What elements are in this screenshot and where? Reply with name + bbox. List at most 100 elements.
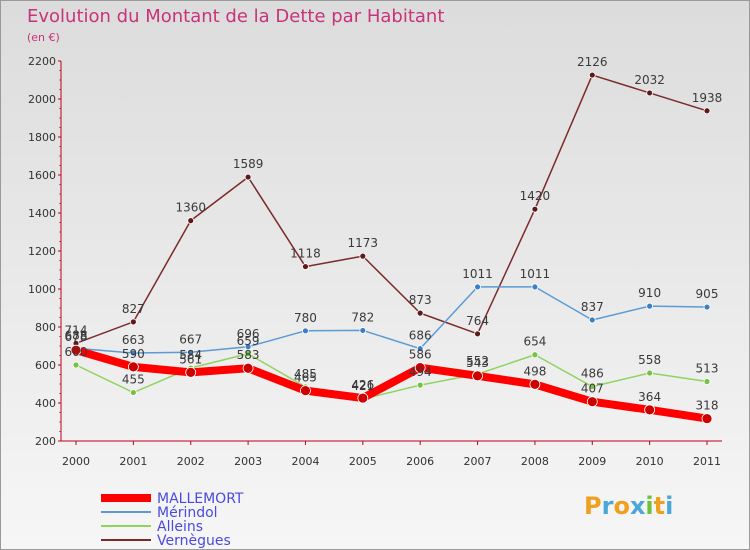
- data-label: 407: [581, 382, 604, 396]
- data-point: [129, 389, 137, 396]
- x-tick-label: 2009: [578, 455, 606, 468]
- legend-label-mallemort: MALLEMORT: [157, 491, 244, 507]
- data-label: 486: [581, 367, 604, 381]
- logo-letter: r: [601, 492, 614, 520]
- data-point: [703, 107, 711, 115]
- data-point: [359, 252, 367, 260]
- data-point: [416, 345, 424, 353]
- data-label: 667: [179, 332, 202, 346]
- logo-letter: P: [584, 492, 602, 520]
- y-tick-label: 1200: [28, 245, 56, 258]
- data-label: 686: [409, 329, 432, 343]
- data-label: 1118: [290, 247, 321, 261]
- data-label: 678: [65, 330, 88, 344]
- data-point: [300, 385, 311, 397]
- data-point: [129, 349, 137, 357]
- x-tick-label: 2011: [693, 455, 721, 468]
- x-tick-label: 2001: [119, 455, 147, 468]
- chart-subtitle: (en €): [27, 31, 60, 44]
- data-point: [414, 362, 426, 374]
- chart-title: Evolution du Montant de la Dette par Hab…: [27, 6, 445, 27]
- data-label: 364: [638, 390, 661, 404]
- data-point: [472, 370, 483, 382]
- data-label: 696: [237, 327, 260, 341]
- legend-swatch-merindol: [101, 511, 151, 513]
- data-point: [474, 330, 481, 338]
- logo-letter: t: [653, 492, 666, 520]
- x-tick-label: 2002: [177, 455, 205, 468]
- data-point: [244, 173, 252, 181]
- x-tick-label: 2005: [349, 455, 377, 468]
- legend-label-alleins: Alleins: [157, 519, 204, 535]
- legend-label-merindol: Mérindol: [157, 505, 218, 521]
- data-label: 910: [638, 286, 661, 300]
- data-label: 780: [294, 311, 317, 325]
- data-label: 714: [65, 323, 88, 337]
- data-label: 584: [179, 348, 202, 362]
- data-point: [701, 413, 713, 424]
- data-point: [588, 316, 596, 324]
- data-point: [187, 348, 195, 356]
- data-point: [474, 283, 481, 291]
- data-label: 426: [351, 378, 374, 392]
- data-label: 1011: [520, 267, 551, 281]
- series-line-mallemort: [72, 346, 711, 423]
- y-tick-label: 1600: [28, 169, 56, 182]
- series-line-vernègues: [75, 74, 708, 345]
- data-label: 318: [696, 399, 719, 413]
- x-tick-label: 2010: [636, 455, 664, 468]
- y-tick-label: 200: [35, 435, 56, 448]
- series-line-alleins: [75, 353, 708, 400]
- x-tick-label: 2007: [464, 455, 492, 468]
- data-label: 552: [466, 354, 489, 368]
- data-point: [703, 378, 711, 385]
- data-point: [302, 263, 309, 270]
- data-point: [72, 361, 80, 369]
- data-point: [588, 71, 596, 79]
- legend-swatch-vernegues: [101, 539, 151, 541]
- y-tick-label: 400: [35, 397, 56, 410]
- data-label: 688: [65, 328, 88, 342]
- data-label: 543: [466, 356, 489, 370]
- data-point: [531, 283, 539, 291]
- legend-swatch-alleins: [101, 525, 151, 527]
- data-point: [244, 343, 252, 351]
- data-label: 561: [179, 352, 202, 366]
- x-tick-label: 2003: [234, 455, 262, 468]
- x-tick-label: 2000: [62, 455, 90, 468]
- data-label: 837: [581, 300, 604, 314]
- data-label: 485: [294, 367, 317, 381]
- data-label: 1589: [233, 157, 264, 171]
- data-point: [187, 217, 195, 225]
- data-point: [531, 351, 539, 359]
- data-label: 465: [294, 371, 317, 385]
- logo-letter: i: [665, 492, 674, 520]
- x-tick-label: 2004: [291, 455, 319, 468]
- legend-label-vernegues: Vernègues: [157, 533, 231, 549]
- data-label: 782: [351, 310, 374, 324]
- logo-letter: x: [629, 492, 646, 520]
- data-label: 827: [122, 302, 145, 316]
- x-tick-label: 2006: [406, 455, 434, 468]
- legend-swatch-mallemort: [101, 494, 151, 502]
- logo-letter: o: [613, 492, 630, 520]
- data-point: [586, 396, 598, 408]
- data-label: 494: [409, 365, 432, 379]
- series-line-mérindol: [75, 286, 708, 354]
- data-label: 583: [237, 348, 260, 362]
- y-tick-label: 1000: [28, 283, 56, 296]
- data-point: [416, 309, 424, 317]
- proxiti-logo: Proxiti: [584, 492, 673, 520]
- data-label: 659: [237, 334, 260, 348]
- data-point: [129, 318, 137, 326]
- data-label: 558: [638, 353, 661, 367]
- data-point: [531, 205, 539, 213]
- data-label: 590: [122, 347, 145, 361]
- data-label: 1360: [175, 201, 206, 215]
- data-label: 455: [122, 373, 145, 387]
- y-tick-label: 1400: [28, 207, 56, 220]
- data-point: [646, 302, 654, 310]
- data-point: [529, 378, 541, 390]
